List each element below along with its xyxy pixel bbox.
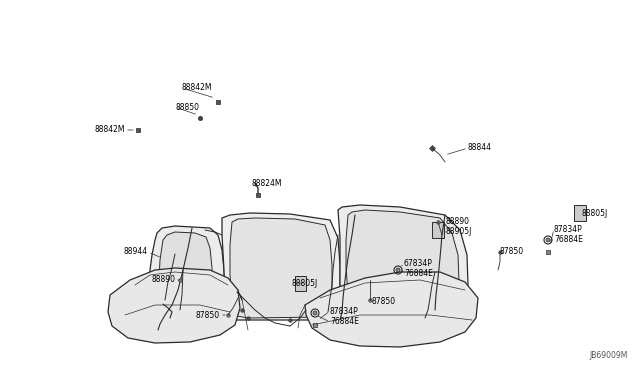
Polygon shape bbox=[230, 218, 332, 318]
Text: 76884E: 76884E bbox=[404, 269, 433, 279]
Text: 88890: 88890 bbox=[446, 217, 470, 225]
Text: 87850: 87850 bbox=[196, 311, 220, 320]
Bar bbox=[432, 222, 444, 238]
Circle shape bbox=[313, 311, 317, 315]
Polygon shape bbox=[338, 205, 468, 318]
Text: 88842M: 88842M bbox=[182, 83, 212, 93]
Text: 87834P: 87834P bbox=[330, 307, 359, 315]
Bar bbox=[574, 205, 586, 221]
Bar bbox=[294, 276, 305, 291]
Circle shape bbox=[546, 238, 550, 242]
Text: 88844: 88844 bbox=[468, 144, 492, 153]
Text: 88824M: 88824M bbox=[252, 179, 282, 187]
Polygon shape bbox=[108, 268, 240, 343]
Text: 87834P: 87834P bbox=[554, 224, 583, 234]
Text: 88805J: 88805J bbox=[582, 208, 608, 218]
Text: 76884E: 76884E bbox=[330, 317, 359, 327]
Text: 88805J: 88805J bbox=[292, 279, 318, 288]
Polygon shape bbox=[305, 272, 478, 347]
Polygon shape bbox=[148, 226, 225, 320]
Polygon shape bbox=[159, 232, 213, 316]
Polygon shape bbox=[346, 210, 459, 315]
Text: 67834P: 67834P bbox=[404, 259, 433, 267]
Text: 88850: 88850 bbox=[175, 103, 199, 112]
Text: 88944: 88944 bbox=[124, 247, 148, 257]
Text: 88890: 88890 bbox=[151, 276, 175, 285]
Text: 87850: 87850 bbox=[500, 247, 524, 257]
Text: 88842M: 88842M bbox=[95, 125, 125, 135]
Polygon shape bbox=[222, 213, 340, 320]
Text: JB69009M: JB69009M bbox=[589, 351, 628, 360]
Text: 87850: 87850 bbox=[372, 298, 396, 307]
Text: 88905J: 88905J bbox=[446, 228, 472, 237]
Text: 76884E: 76884E bbox=[554, 235, 583, 244]
Circle shape bbox=[396, 268, 400, 272]
